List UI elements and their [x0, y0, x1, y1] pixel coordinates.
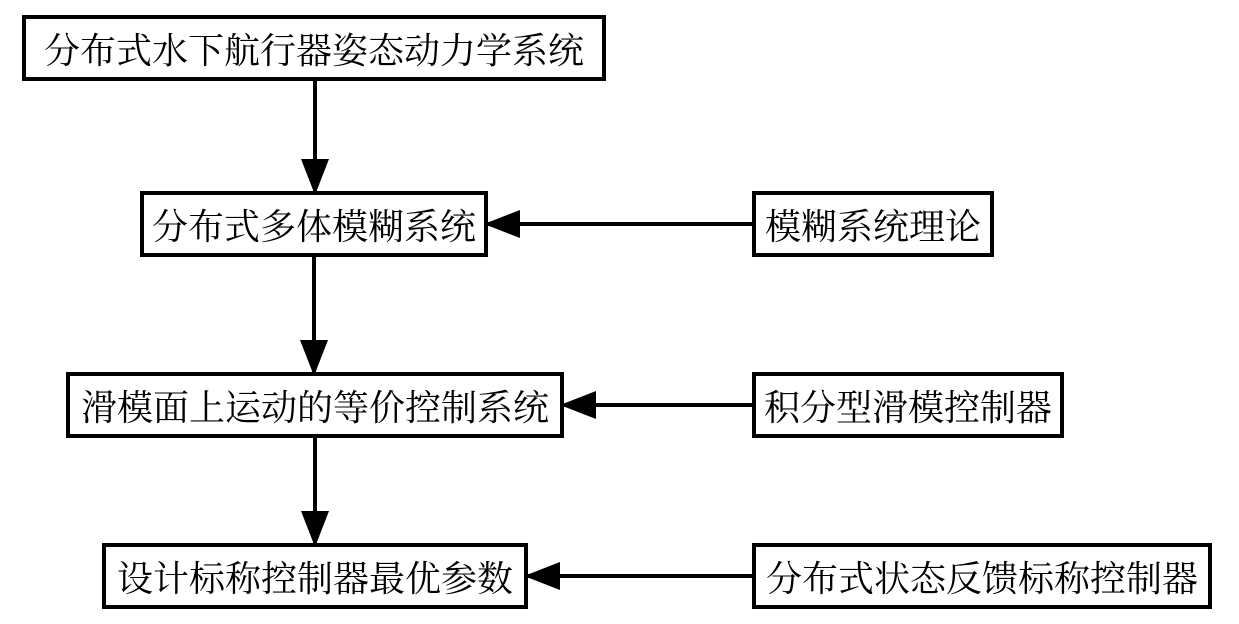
- node-n5: 积分型滑模控制器: [752, 372, 1064, 438]
- edges-layer: [0, 0, 1239, 624]
- node-n3-label: 模糊系统理论: [765, 199, 981, 250]
- node-n4: 滑模面上运动的等价控制系统: [66, 372, 564, 438]
- node-n1: 分布式水下航行器姿态动力学系统: [22, 15, 606, 81]
- node-n4-label: 滑模面上运动的等价控制系统: [81, 380, 549, 431]
- node-n2: 分布式多体模糊系统: [140, 191, 488, 257]
- node-n3: 模糊系统理论: [752, 191, 994, 257]
- node-n6: 设计标称控制器最优参数: [102, 543, 528, 609]
- node-n5-label: 积分型滑模控制器: [764, 380, 1052, 431]
- node-n7-label: 分布式状态反馈标称控制器: [766, 551, 1198, 602]
- node-n6-label: 设计标称控制器最优参数: [117, 551, 513, 602]
- diagram-canvas: 分布式水下航行器姿态动力学系统 分布式多体模糊系统 模糊系统理论 滑模面上运动的…: [0, 0, 1239, 624]
- node-n1-label: 分布式水下航行器姿态动力学系统: [44, 23, 584, 74]
- node-n2-label: 分布式多体模糊系统: [152, 199, 476, 250]
- node-n7: 分布式状态反馈标称控制器: [752, 543, 1212, 609]
